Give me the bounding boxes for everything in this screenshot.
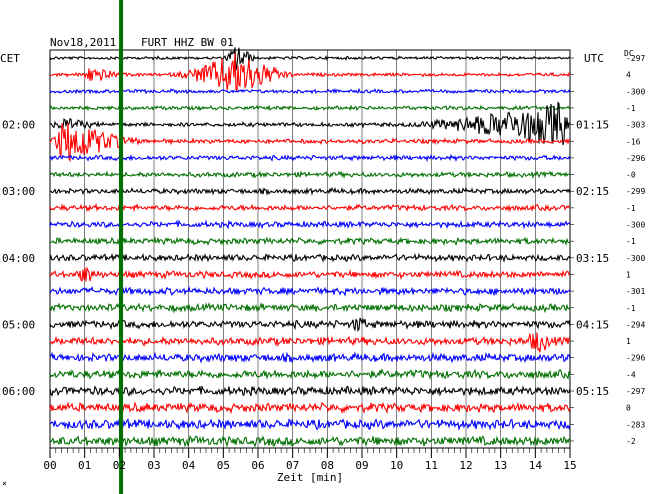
trace-line [49, 266, 571, 282]
dc-offset-label: -1 [626, 304, 636, 313]
x-axis-ticks: 00 01 02 03 04 05 06 07 08 09 10 11 12 13 14 15 [43, 448, 577, 472]
dc-offset-label: -0 [626, 171, 636, 180]
left-time-label: 03:00 [2, 185, 35, 198]
dc-offset-label: -294 [626, 320, 645, 329]
dc-offset-label: -300 [626, 87, 645, 96]
x-tick-label: 15 [563, 459, 576, 472]
right-time-label: 03:15 [576, 252, 609, 265]
x-tick-label: 01 [78, 459, 91, 472]
left-time-labels: 02:00 03:00 04:00 05:00 06:00 [2, 119, 35, 398]
trace-line [49, 104, 571, 112]
x-tick-label: 05 [217, 459, 230, 472]
right-time-label: 04:15 [576, 318, 609, 331]
dc-offset-label: -4 [626, 370, 636, 379]
trace-line [49, 385, 571, 397]
dc-label: DC [624, 49, 634, 58]
trace-line [49, 368, 571, 381]
trace-line [49, 202, 570, 213]
trace-line [49, 101, 571, 146]
dc-offset-label: -297 [626, 387, 645, 396]
trace-line [49, 47, 570, 71]
right-zone-label: UTC [584, 52, 604, 65]
dc-offset-label: -1 [626, 204, 636, 213]
dc-offset-label: -296 [626, 354, 645, 363]
dc-offset-label: -283 [626, 420, 645, 429]
trace-line [49, 219, 571, 230]
trace-line [49, 252, 571, 264]
corner-mark: × [2, 479, 7, 488]
x-tick-label: 11 [425, 459, 438, 472]
x-tick-label: 02 [113, 459, 126, 472]
x-tick-label: 04 [182, 459, 196, 472]
dc-offset-label: -2 [626, 437, 636, 446]
date-label: Nov18,2011 [50, 36, 116, 49]
trace-line [49, 53, 571, 92]
x-tick-label: 08 [321, 459, 334, 472]
x-tick-label: 07 [286, 459, 299, 472]
dc-offset-label: 4 [626, 71, 631, 80]
dc-offset-label: -301 [626, 287, 645, 296]
x-tick-label: 03 [147, 459, 160, 472]
trace-line [49, 87, 571, 95]
dc-offset-label: -16 [626, 137, 641, 146]
x-tick-label: 13 [494, 459, 507, 472]
left-zone-label: CET [0, 52, 20, 65]
trace-line [49, 236, 571, 247]
x-tick-label: 14 [529, 459, 543, 472]
x-tick-label: 09 [355, 459, 368, 472]
trace-line [49, 153, 571, 163]
dc-offset-label: -297 [626, 54, 645, 63]
dc-offset-label: 1 [626, 270, 631, 279]
x-tick-label: 10 [390, 459, 403, 472]
dc-offset-label: -1 [626, 237, 636, 246]
right-time-label: 05:15 [576, 385, 609, 398]
x-tick-label: 12 [459, 459, 472, 472]
dc-offset-label: -300 [626, 254, 645, 263]
dc-offset-label: -299 [626, 187, 645, 196]
trace-line [49, 435, 571, 448]
minute-gridlines [84, 50, 536, 448]
dc-offset-label: -300 [626, 221, 645, 230]
left-time-label: 05:00 [2, 318, 35, 331]
station-label: FURT HHZ BW 01 [141, 36, 234, 49]
trace-line [49, 302, 571, 314]
right-time-label: 01:15 [576, 119, 609, 132]
x-tick-label: 00 [43, 459, 56, 472]
trace-line [49, 418, 571, 431]
right-time-labels: 01:15 02:15 03:15 04:15 05:15 [576, 119, 609, 398]
left-time-label: 02:00 [2, 119, 35, 132]
x-tick-label: 06 [251, 459, 264, 472]
dc-offset-label: -1 [626, 104, 636, 113]
trace-line [49, 332, 571, 353]
trace-line [49, 186, 571, 197]
dc-offset-label: 1 [626, 337, 631, 346]
trace-line [49, 170, 571, 180]
dc-offset-labels: -297 4 -300 -1 -303 -16 -296 -0 -299 -1 -300 -1 -300… [570, 54, 645, 446]
trace-line [49, 317, 571, 332]
right-time-label: 02:15 [576, 185, 609, 198]
trace-line [49, 285, 571, 297]
trace-line [49, 122, 571, 163]
dc-offset-label: 0 [626, 404, 631, 413]
trace-line [49, 401, 571, 415]
dc-offset-label: -303 [626, 121, 645, 130]
left-time-label: 06:00 [2, 385, 35, 398]
x-axis-label: Zeit [min] [277, 471, 343, 484]
dc-offset-label: -296 [626, 154, 645, 163]
trace-group [49, 0, 571, 494]
left-time-label: 04:00 [2, 252, 35, 265]
trace-line [49, 351, 571, 364]
